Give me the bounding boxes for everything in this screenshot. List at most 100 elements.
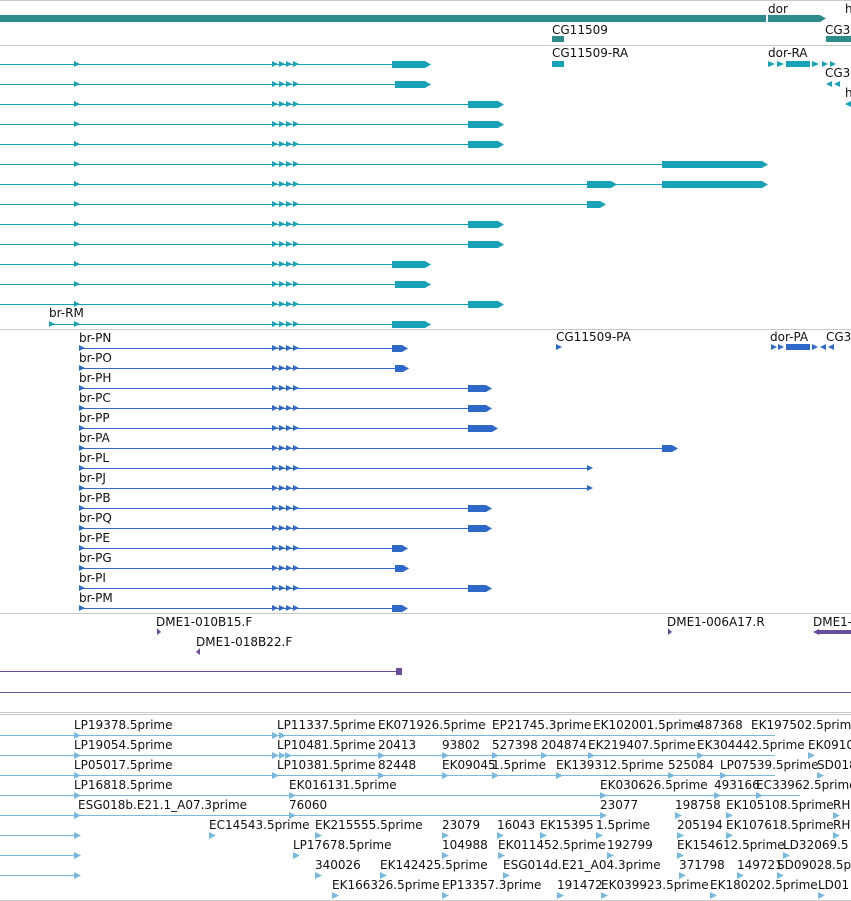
est-row[interactable]: LP19054.5prime LP10481.5prime 20413 93802 52… bbox=[0, 738, 851, 759]
transcript-cg11509-pa[interactable] bbox=[556, 344, 562, 350]
transcript-row-teal[interactable] bbox=[0, 61, 431, 68]
est-arrow bbox=[442, 892, 449, 899]
transcript-row-teal[interactable] bbox=[0, 181, 768, 188]
exon-arrow bbox=[600, 201, 606, 208]
exon-arrow bbox=[74, 321, 80, 327]
clone-marker-dme1[interactable] bbox=[813, 629, 851, 635]
gene-br-bar[interactable] bbox=[0, 15, 766, 22]
est-label: 1.5prime bbox=[492, 758, 546, 772]
est-label: 191472 bbox=[557, 878, 603, 892]
exon-arrow bbox=[286, 545, 292, 551]
est-arrow bbox=[833, 812, 840, 819]
transcript-label-br-ph: br-PH bbox=[79, 371, 111, 385]
clone-marker-010b15[interactable] bbox=[157, 628, 161, 635]
gene-dor-bar[interactable] bbox=[768, 15, 820, 22]
gene-cg3-bar[interactable] bbox=[826, 36, 851, 42]
transcript-label-cg3-blue: CG3 bbox=[826, 330, 851, 344]
clone-track[interactable]: DME1-010B15.F DME1-018B22.F DME1-006A17.… bbox=[0, 615, 851, 693]
exon-arrow bbox=[293, 201, 299, 207]
transcript-row-teal[interactable] bbox=[0, 261, 431, 268]
clone-span-end bbox=[396, 668, 402, 675]
est-label: EK030626.5prime bbox=[600, 778, 708, 792]
transcript-row-teal[interactable] bbox=[49, 321, 431, 328]
est-arrow bbox=[272, 772, 279, 779]
est-arrow bbox=[289, 812, 296, 819]
est-row[interactable]: EC14543.5prime EK215555.5prime 23079 16043 E… bbox=[0, 818, 850, 839]
exon-block bbox=[392, 61, 425, 68]
transcript-row-br-pp[interactable] bbox=[79, 425, 498, 432]
est-arrow bbox=[710, 892, 717, 899]
transcript-row-br-pl[interactable] bbox=[79, 465, 593, 471]
exon-arrow bbox=[498, 301, 504, 308]
transcript-h-teal[interactable] bbox=[845, 101, 851, 107]
est-row[interactable]: LP17678.5prime 104988 EK011452.5prime 19279… bbox=[0, 838, 849, 859]
est-arrow bbox=[556, 772, 563, 779]
transcript-row-br-po[interactable] bbox=[79, 365, 409, 372]
transcript-row-br-pb[interactable] bbox=[79, 505, 492, 512]
clone-label-006a17: DME1-006A17.R bbox=[667, 615, 765, 629]
transcript-cg3-teal[interactable] bbox=[826, 81, 840, 87]
exon-block bbox=[468, 221, 498, 228]
transcript-row-br-pe[interactable] bbox=[79, 545, 408, 552]
est-track[interactable]: LP19378.5prime LP11337.5prime EK071926.5pr… bbox=[0, 718, 851, 899]
transcript-row-teal[interactable] bbox=[0, 81, 431, 88]
clone-marker-006a17[interactable] bbox=[668, 628, 672, 635]
exon-arrow bbox=[611, 181, 617, 188]
transcript-row-br-pm[interactable] bbox=[79, 605, 408, 612]
exon-arrow bbox=[279, 141, 285, 147]
est-label: 525084 bbox=[668, 758, 714, 772]
est-label: 204874 bbox=[541, 738, 587, 752]
transcript-row-br-ph[interactable] bbox=[79, 385, 492, 392]
exon-arrow bbox=[293, 101, 299, 107]
transcript-label-cg11509-ra: CG11509-RA bbox=[552, 46, 629, 60]
est-row[interactable]: 340026 EK142425.5prime ESG014d.E21_A04.3pr… bbox=[0, 858, 851, 879]
est-arrow bbox=[714, 792, 721, 799]
transcript-row-teal[interactable] bbox=[0, 221, 504, 228]
est-arrow bbox=[503, 872, 510, 879]
clone-marker-018b22[interactable] bbox=[196, 648, 200, 655]
transcript-row-teal[interactable] bbox=[0, 141, 504, 148]
transcript-row-teal[interactable] bbox=[0, 281, 431, 288]
gene-label-cg3: CG3 bbox=[825, 23, 850, 37]
transcript-row-br-pc[interactable] bbox=[79, 405, 492, 412]
transcript-row-teal[interactable] bbox=[0, 161, 768, 168]
exon-arrow bbox=[293, 221, 299, 227]
est-row[interactable]: LP19378.5prime LP11337.5prime EK071926.5pr… bbox=[0, 718, 851, 739]
transcript-dor-ra[interactable] bbox=[768, 61, 836, 67]
exon-arrow bbox=[74, 301, 80, 307]
transcript-row-br-pq[interactable] bbox=[79, 525, 492, 532]
transcript-row-teal[interactable] bbox=[0, 121, 504, 128]
est-row[interactable]: EK166326.5prime EP13357.3prime 191472EK039… bbox=[332, 878, 849, 899]
exon-block bbox=[468, 141, 498, 148]
transcript-row-teal[interactable] bbox=[0, 241, 504, 248]
est-arrow bbox=[720, 772, 727, 779]
exon-block bbox=[662, 445, 672, 452]
transcript-row-teal[interactable] bbox=[0, 201, 606, 208]
transcript-row-br-pn[interactable] bbox=[79, 345, 408, 352]
exon-arrow bbox=[279, 61, 285, 67]
exon-arrow bbox=[293, 505, 299, 511]
transcript-row-br-pi[interactable] bbox=[79, 585, 492, 592]
transcript-row-br-pa[interactable] bbox=[79, 445, 678, 452]
exon-arrow bbox=[279, 485, 285, 491]
est-row[interactable]: LP05017.5prime LP10381.5prime 82448 EK09045… bbox=[0, 758, 851, 779]
transcript-dor-pa[interactable] bbox=[771, 344, 834, 350]
transcript-row-br-pj[interactable] bbox=[79, 485, 593, 491]
est-label: ESG014d.E21_A04.3prime bbox=[503, 858, 661, 872]
transcript-row-teal[interactable] bbox=[0, 301, 504, 308]
exon-block bbox=[395, 81, 425, 88]
transcript-cg11509-ra-exon[interactable] bbox=[552, 61, 564, 67]
transcript-row-br-pg[interactable] bbox=[79, 565, 409, 572]
exon-arrow bbox=[286, 405, 292, 411]
est-row[interactable]: LP16818.5prime EK016131.5prime EK030626.5p… bbox=[0, 778, 851, 799]
transcript-label-h-teal: h bbox=[845, 86, 851, 100]
transcript-track-blue[interactable]: CG11509-PA dor-PA CG3 br-PN br-PO br-PH br-… bbox=[79, 330, 851, 612]
transcript-row-teal[interactable] bbox=[0, 101, 504, 108]
exon-block bbox=[662, 181, 762, 188]
transcript-track-teal[interactable]: CG11509-RA dor-RA CG3 h br-RM bbox=[0, 46, 851, 328]
gene-track[interactable]: dor CG11509 CG3 h bbox=[0, 2, 851, 42]
exon-arrow bbox=[286, 261, 292, 267]
est-row[interactable]: ESG018b.E21.1_A07.3prime 76060 23077 198758… bbox=[0, 798, 850, 819]
gene-cg11509-bar[interactable] bbox=[552, 36, 564, 42]
